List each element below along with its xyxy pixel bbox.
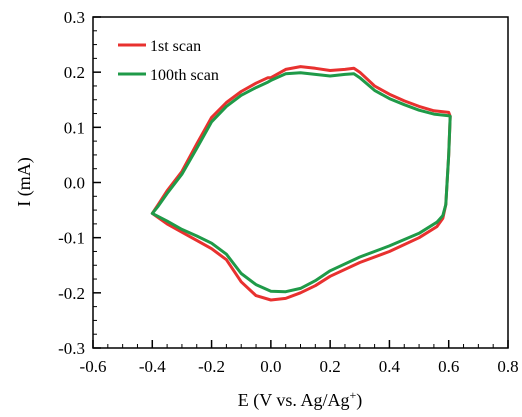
series-line-1 [150,65,452,302]
x-tick-label: -0.6 [80,357,107,376]
axis-ticks [92,16,509,349]
x-tick-label: 0.6 [438,357,459,376]
y-axis-title: I (mA) [14,157,35,206]
legend: 1st scan 100th scan [118,38,219,84]
x-axis-title: E (V vs. Ag/Ag+) [238,388,362,411]
series-line-2 [150,71,452,294]
y-tick-label: -0.3 [58,339,85,358]
x-axis-title-main: E (V vs. Ag/Ag [238,390,350,411]
plot-lines [150,65,452,302]
x-tick-label: -0.4 [139,357,166,376]
x-axis-title-end: ) [356,390,362,411]
x-axis-title-superscript: + [349,388,356,402]
y-tick-label: 0.1 [64,118,85,137]
y-tick-label: 0.3 [64,8,85,27]
tick-labels: -0.6 -0.4 -0.2 0.0 0.2 0.4 0.6 0.8 0.3 0.2 0.1 0.0 -… [58,8,519,376]
x-tick-label: -0.2 [198,357,225,376]
y-tick-label: 0.2 [64,63,85,82]
legend-label-2: 100th scan [150,67,219,84]
x-tick-label: 0.2 [320,357,341,376]
y-tick-label: 0.0 [64,174,85,193]
x-tick-label: 0.0 [260,357,281,376]
legend-label-1: 1st scan [150,38,201,55]
x-tick-label: 0.8 [497,357,518,376]
y-tick-label: -0.1 [58,229,85,248]
y-tick-label: -0.2 [58,284,85,303]
x-tick-label: 0.4 [379,357,401,376]
